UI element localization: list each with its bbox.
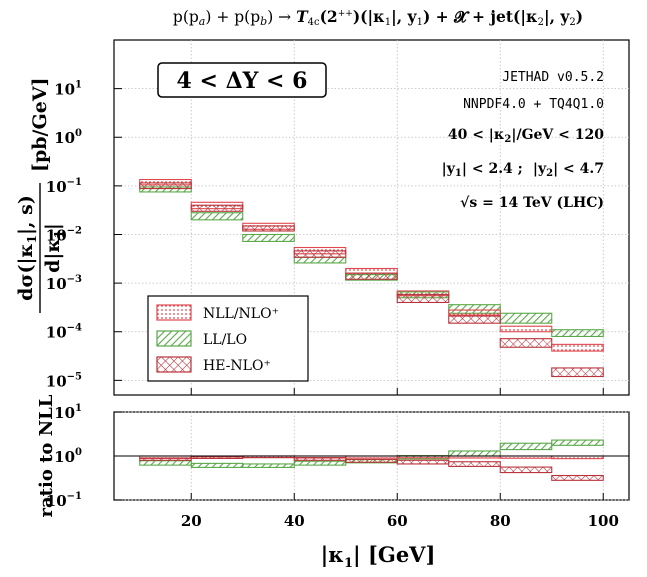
ratio-band-cross-8 <box>551 474 604 481</box>
top-band-cross-6 <box>448 315 501 324</box>
ratio-band-cross-6 <box>448 461 501 467</box>
top-band-cross-5 <box>396 294 450 304</box>
legend-swatch-ll <box>156 330 192 347</box>
top-band-diag-2 <box>242 233 295 242</box>
top-grid <box>114 40 629 395</box>
x-tick-labels: 20 40 60 80 100 <box>181 512 619 530</box>
legend-swatch-he <box>156 356 192 373</box>
ylabel-denominator: d|κ1| <box>42 223 66 273</box>
top-panel-frame <box>113 39 630 396</box>
top-band-dots-4 <box>345 267 398 274</box>
top-band-cross-2 <box>242 225 295 232</box>
top-band-diag-1 <box>190 212 244 221</box>
bottom-y-axis-label: ratio to NLL <box>36 394 57 517</box>
legend-label-nll: NLL/NLO⁺ <box>203 306 279 322</box>
legend-label-ll: LL/LO <box>203 332 247 348</box>
legend-label-he: HE-NLO⁺ <box>203 358 271 374</box>
ylabel-numerator: dσ(|κ1|, s) <box>15 195 39 301</box>
ytick-top-3: 10−2 <box>46 225 82 244</box>
xtick-1: 40 <box>284 512 305 530</box>
ratio-band-diag-0 <box>139 460 192 466</box>
ratio-band-cross-1 <box>190 455 244 459</box>
ylabel-unit: [pb/GeV] <box>29 77 51 172</box>
ratio-band-diag-6 <box>448 450 501 457</box>
xtick-0: 20 <box>181 512 202 530</box>
top-band-cross-1 <box>190 204 244 212</box>
bottom-bands <box>139 439 604 481</box>
top-y-axis-label: dσ(|κ1|, s) d|κ1| [pb/GeV] <box>15 77 66 313</box>
top-band-diag-7 <box>499 312 553 324</box>
chart-title: p(pa) + p(pb) → T4c(2++)(|κ1|, y1) + 𝓧 +… <box>173 7 583 28</box>
pdf-set: NNPDF4.0 + TQ4Q1.0 <box>463 97 604 112</box>
ytick-top-6: 101 <box>54 80 82 99</box>
ytick-top-5: 100 <box>54 128 82 147</box>
xtick-3: 80 <box>490 512 511 530</box>
x-axis-label: |κ1| [GeV] <box>321 542 436 571</box>
top-bands <box>139 178 604 378</box>
top-band-dots-6 <box>448 309 501 316</box>
top-band-cross-0 <box>139 182 192 190</box>
rapidity-cuts: |y1| < 2.4 ; |y2| < 4.7 <box>442 161 604 179</box>
jethad-version: JETHAD v0.5.2 <box>502 70 604 85</box>
top-band-diag-3 <box>293 256 347 264</box>
bottom-y-tick-labels: 10−1 100 101 <box>46 403 82 510</box>
top-band-cross-3 <box>293 250 347 258</box>
ratio-band-cross-7 <box>499 466 553 474</box>
ytick-top-0: 10−5 <box>46 371 82 390</box>
rapidity-interval-box: 4 < ΔY < 6 <box>157 62 327 98</box>
top-band-dots-7 <box>499 325 553 333</box>
legend-swatch-nll <box>156 304 192 321</box>
top-y-tick-labels: 10−5 10−4 10−3 10−2 10−1 100 101 <box>46 80 82 391</box>
ratio-band-cross-3 <box>293 457 347 461</box>
ytick-top-2: 10−3 <box>46 274 82 293</box>
ytick-bot-0: 10−1 <box>46 491 82 510</box>
top-band-diag-8 <box>551 329 604 338</box>
kappa2-range: 40 < |κ2|/GeV < 120 <box>448 127 604 145</box>
ytick-bot-1: 100 <box>54 447 82 466</box>
ratio-band-cross-4 <box>345 458 398 463</box>
xtick-4: 100 <box>588 512 619 530</box>
ratio-band-diag-3 <box>293 460 347 466</box>
rapidity-interval-label: 4 < ΔY < 6 <box>177 68 308 94</box>
top-band-cross-7 <box>499 338 553 348</box>
ytick-top-4: 10−1 <box>46 177 82 196</box>
legend: NLL/NLO⁺ LL/LO HE-NLO⁺ <box>147 295 309 382</box>
collision-energy: √s = 14 TeV (LHC) <box>460 195 604 211</box>
ratio-band-cross-0 <box>139 457 192 461</box>
ratio-band-diag-2 <box>242 463 295 468</box>
ratio-band-cross-5 <box>396 459 450 465</box>
xtick-2: 60 <box>387 512 408 530</box>
ratio-band-diag-1 <box>190 462 244 468</box>
ratio-band-diag-8 <box>551 439 604 446</box>
top-band-cross-4 <box>345 272 398 280</box>
top-band-dots-8 <box>551 343 604 352</box>
ratio-band-diag-7 <box>499 442 553 451</box>
ytick-top-1: 10−4 <box>46 323 82 342</box>
ytick-bot-2: 101 <box>54 403 82 422</box>
top-band-cross-8 <box>551 367 604 378</box>
